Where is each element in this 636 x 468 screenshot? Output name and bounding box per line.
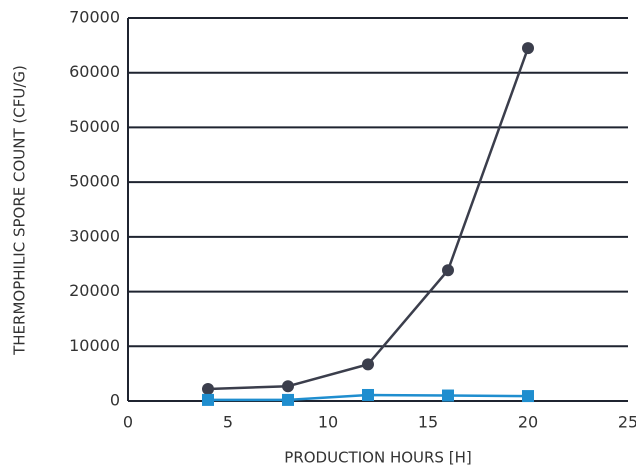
series-line (207, 47, 530, 391)
marker (522, 390, 534, 403)
y-tick-label: 0 (110, 391, 120, 410)
x-tick-label: 15 (418, 413, 438, 432)
marker (442, 264, 454, 277)
y-tick-label: 50000 (69, 172, 120, 191)
y-tick-label: 70000 (69, 8, 120, 27)
x-tick-label: 20 (518, 413, 538, 432)
x-tick-label: 0 (123, 413, 133, 432)
marker (362, 388, 374, 401)
x-tick-label: 25 (618, 413, 636, 432)
y-tick-label: 20000 (69, 281, 120, 300)
y-tick-label: 50000 (69, 117, 120, 136)
marker (202, 393, 214, 406)
marker (282, 380, 294, 393)
y-tick-label: 30000 (69, 226, 120, 245)
x-axis-title: PRODUCTION HOURS [H] (284, 449, 471, 467)
y-tick-label: 10000 (69, 336, 120, 355)
marker (202, 382, 214, 395)
marker (362, 358, 374, 371)
x-tick-label: 5 (223, 413, 233, 432)
x-tick-label: 10 (318, 413, 338, 432)
y-tick-label: 60000 (69, 62, 120, 81)
y-axis-title: THERMOPHILIC SPORE COUNT (CFU/G) (11, 65, 29, 356)
marker (282, 393, 294, 406)
marker (442, 389, 454, 402)
marker (522, 42, 534, 55)
